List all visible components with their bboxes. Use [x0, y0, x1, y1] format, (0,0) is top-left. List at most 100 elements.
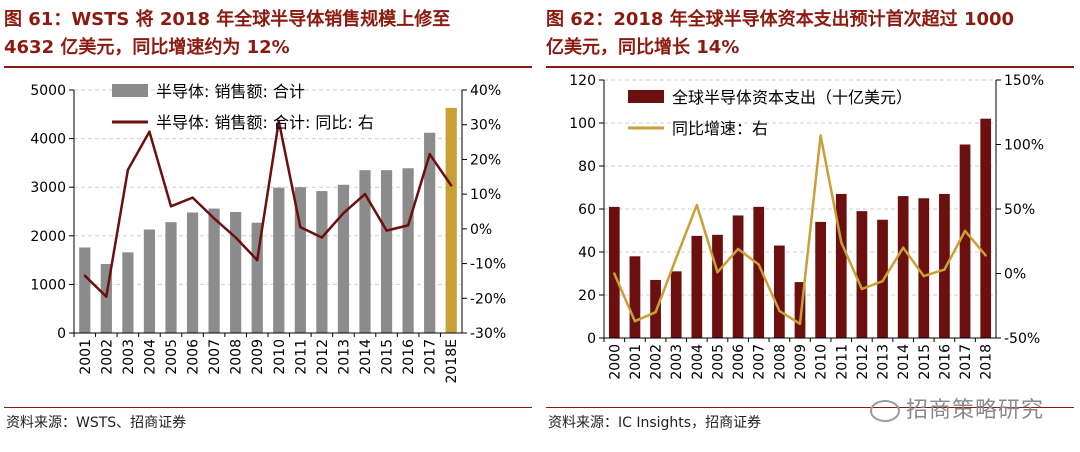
growth-point	[169, 205, 173, 208]
growth-point	[633, 320, 637, 323]
growth-point	[256, 258, 259, 262]
x-tick-label: 2009	[250, 339, 266, 375]
right-tick-label: 30%	[470, 118, 501, 134]
figure-61-source: 资料来源：WSTS、招商证券	[6, 415, 187, 431]
bar	[402, 168, 414, 333]
x-tick-label: 2004	[142, 339, 158, 375]
growth-point	[798, 322, 802, 326]
left-tick-label: 120	[569, 73, 596, 89]
growth-point	[126, 168, 130, 172]
growth-point	[901, 246, 905, 249]
growth-point	[736, 247, 740, 251]
bar	[316, 191, 328, 333]
right-tick-label: 100%	[1004, 138, 1044, 154]
x-tick-label: 2014	[358, 339, 374, 375]
right-tick-label: 150%	[1004, 73, 1044, 89]
x-tick-label: 2003	[669, 344, 685, 380]
legend-bar-swatch	[112, 84, 148, 97]
bar	[918, 198, 930, 338]
growth-point	[105, 295, 108, 298]
bar	[670, 271, 682, 338]
bar	[445, 107, 457, 333]
growth-point	[385, 229, 388, 232]
x-tick-label: 2017	[958, 344, 974, 380]
bar	[712, 234, 723, 338]
right-tick-label: -30%	[470, 326, 506, 342]
figure-61-title-line2: 4632 亿美元，同比增速约为 12%	[4, 37, 290, 58]
x-tick-label: 2010	[814, 344, 830, 380]
x-tick-label: 2011	[834, 344, 850, 380]
x-tick-label: 2000	[607, 344, 623, 380]
right-tick-label: 10%	[470, 187, 501, 203]
x-tick-label: 2002	[649, 344, 665, 380]
growth-point	[819, 134, 822, 137]
left-tick-label: 40	[578, 245, 596, 261]
figure-62-title: 图 62：2018 年全球半导体资本支出预计首次超过 1000 亿美元，同比增长…	[546, 6, 1074, 62]
growth-point	[778, 309, 781, 313]
growth-point	[234, 236, 237, 239]
growth-point	[654, 311, 657, 314]
left-tick-label: 5000	[30, 83, 66, 99]
bar	[980, 118, 992, 338]
x-tick-label: 2016	[937, 344, 953, 380]
x-tick-label: 2010	[272, 339, 288, 375]
bar	[856, 211, 868, 338]
x-tick-label: 2014	[896, 344, 912, 380]
bar	[774, 245, 785, 338]
bar	[337, 184, 350, 333]
growth-point	[320, 236, 324, 239]
x-tick-label: 2018E	[444, 339, 460, 383]
bar	[629, 256, 641, 338]
growth-point	[757, 263, 760, 266]
bar	[143, 229, 156, 333]
growth-point	[277, 120, 280, 123]
x-tick-label: 2002	[99, 339, 115, 375]
right-tick-label: -50%	[1004, 331, 1040, 347]
bar	[380, 170, 393, 333]
left-tick-label: 20	[578, 288, 596, 304]
left-tick-label: 2000	[30, 229, 66, 245]
growth-point	[299, 225, 302, 229]
growth-point	[428, 153, 431, 156]
growth-point	[943, 268, 946, 271]
x-tick-label: 2005	[710, 344, 726, 380]
growth-point	[881, 280, 884, 283]
x-tick-label: 2009	[793, 344, 809, 380]
bar	[230, 211, 242, 333]
figure-61-bottom-rule	[4, 407, 532, 408]
bar	[424, 132, 436, 333]
bar	[753, 206, 765, 338]
left-tick-label: 0	[587, 331, 596, 347]
growth-point	[860, 287, 864, 291]
left-tick-label: 4000	[30, 132, 66, 148]
figure-62-title-line2: 亿美元，同比增长 14%	[546, 37, 740, 58]
left-tick-label: 80	[578, 159, 596, 175]
growth-line	[83, 119, 453, 298]
x-tick-label: 2012	[315, 339, 331, 375]
x-tick-label: 2016	[401, 339, 417, 375]
watermark-text: 招商策略研究	[905, 398, 1044, 423]
figure-61-title-line1: 图 61：WSTS 将 2018 年全球半导体销售规模上修至	[4, 9, 451, 30]
figure-62-panel: 图 62：2018 年全球半导体资本支出预计首次超过 1000 亿美元，同比增长…	[546, 0, 1076, 452]
x-tick-label: 2011	[293, 339, 309, 375]
growth-point	[922, 274, 925, 278]
x-tick-label: 2008	[229, 339, 245, 375]
bar	[732, 215, 744, 338]
right-tick-label: 0%	[1004, 267, 1026, 283]
x-tick-label: 2006	[186, 339, 202, 375]
x-tick-label: 2001	[78, 339, 94, 375]
figure-62-source: 资料来源：IC Insights，招商证券	[548, 415, 762, 431]
x-tick-label: 2015	[917, 344, 933, 380]
bar	[273, 187, 285, 333]
figure-61-chart: 0 1000 2000 3000 4000 5000 -30% -20% -10% 0% 10% 20…	[30, 82, 506, 383]
bar	[897, 196, 909, 338]
right-tick-label: 0%	[470, 222, 492, 238]
bar	[359, 170, 371, 333]
growth-point	[406, 224, 410, 227]
x-tick-label: 2013	[876, 344, 892, 380]
growth-point	[675, 256, 678, 260]
bar	[691, 235, 703, 338]
bar	[122, 252, 134, 333]
bar	[794, 282, 806, 338]
figure-62-title-line1: 图 62：2018 年全球半导体资本支出预计首次超过 1000	[546, 9, 1015, 30]
